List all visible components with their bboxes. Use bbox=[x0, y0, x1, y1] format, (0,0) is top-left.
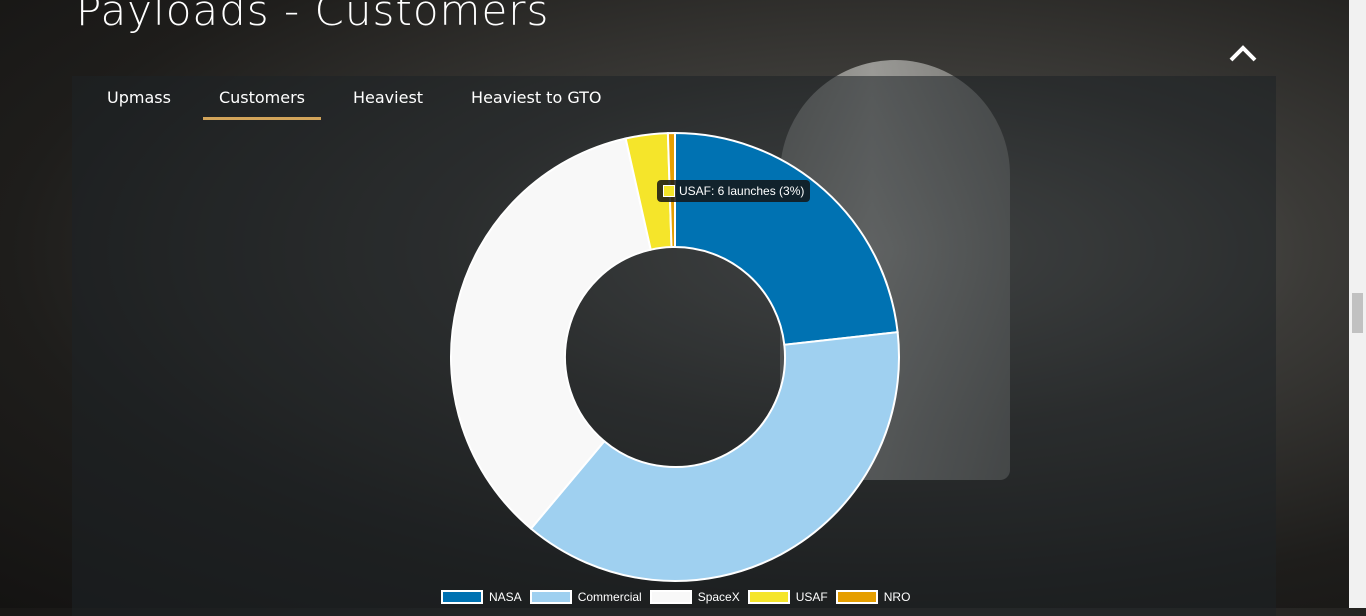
tab-bar: Upmass Customers Heaviest Heaviest to GTO bbox=[91, 80, 634, 120]
legend-item[interactable]: NRO bbox=[835, 590, 911, 604]
slice bbox=[529, 331, 900, 582]
legend-label: Commercial bbox=[577, 590, 642, 604]
legend-swatch bbox=[441, 590, 483, 604]
legend-item[interactable]: Commercial bbox=[529, 590, 642, 604]
scrollbar bbox=[1349, 0, 1366, 608]
legend-swatch bbox=[649, 590, 692, 604]
legend-swatch bbox=[835, 590, 878, 604]
tab[interactable]: Heaviest to GTO bbox=[471, 88, 602, 107]
legend: NASA Commercial SpaceX USAF NRO bbox=[441, 590, 910, 604]
tab[interactable]: Upmass bbox=[107, 88, 171, 107]
tab[interactable]: Customers bbox=[202, 80, 321, 120]
tab[interactable]: Heaviest bbox=[353, 88, 424, 107]
collapse-button[interactable] bbox=[1228, 42, 1258, 64]
legend-item[interactable]: SpaceX bbox=[649, 590, 740, 604]
legend-label: SpaceX bbox=[697, 590, 740, 604]
legend-label: NRO bbox=[883, 590, 911, 604]
legend-swatch bbox=[529, 590, 572, 604]
legend-item[interactable]: USAF bbox=[747, 590, 828, 604]
legend-item[interactable]: NASA bbox=[441, 590, 522, 604]
legend-swatch bbox=[747, 590, 790, 604]
tooltip-swatch bbox=[663, 185, 675, 197]
scroll-thumb[interactable] bbox=[1352, 293, 1363, 333]
tooltip: USAF: 6 launches (3%) bbox=[657, 180, 811, 202]
slice bbox=[450, 137, 652, 531]
legend-label: USAF bbox=[795, 590, 828, 604]
tooltip-text: USAF: 6 launches (3%) bbox=[679, 184, 805, 198]
slice bbox=[674, 131, 899, 346]
page-title: Payloads - Customers bbox=[76, 0, 550, 35]
legend-label: NASA bbox=[489, 590, 522, 604]
